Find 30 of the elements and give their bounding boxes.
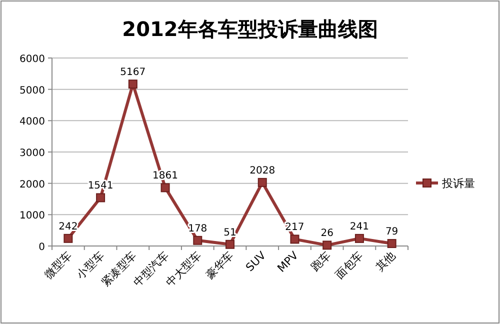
data-label: 242 — [58, 221, 78, 232]
y-tick-label: 4000 — [20, 116, 45, 128]
x-tick-label: 跑车 — [308, 248, 334, 274]
y-tick-label: 6000 — [20, 54, 45, 65]
x-tick-label: 面包车 — [333, 248, 366, 282]
y-tick-label: 1000 — [20, 210, 45, 222]
point — [354, 234, 364, 243]
y-tick-label: 5000 — [20, 85, 45, 96]
y-tick-label: 3000 — [20, 148, 45, 159]
x-tick-label: 其他 — [373, 248, 398, 274]
legend-label: 投诉量 — [441, 177, 475, 190]
point — [64, 234, 73, 243]
data-label: 2028 — [250, 165, 276, 176]
point — [160, 183, 170, 192]
data-label: 51 — [224, 227, 236, 238]
point — [387, 239, 396, 248]
data-label: 26 — [320, 228, 334, 240]
point — [322, 240, 332, 250]
point — [226, 240, 234, 249]
x-tick-label: 豪华车 — [204, 248, 236, 282]
y-tick-label: 2000 — [20, 179, 45, 190]
point — [290, 234, 300, 244]
data-label: 79 — [385, 226, 398, 238]
chart-title: 2012年各车型投诉量曲线图 — [122, 17, 378, 41]
point — [96, 193, 106, 202]
data-label: 241 — [350, 221, 369, 232]
point — [193, 236, 202, 245]
data-label: 5167 — [120, 67, 146, 78]
point — [128, 80, 138, 89]
point — [258, 178, 267, 187]
